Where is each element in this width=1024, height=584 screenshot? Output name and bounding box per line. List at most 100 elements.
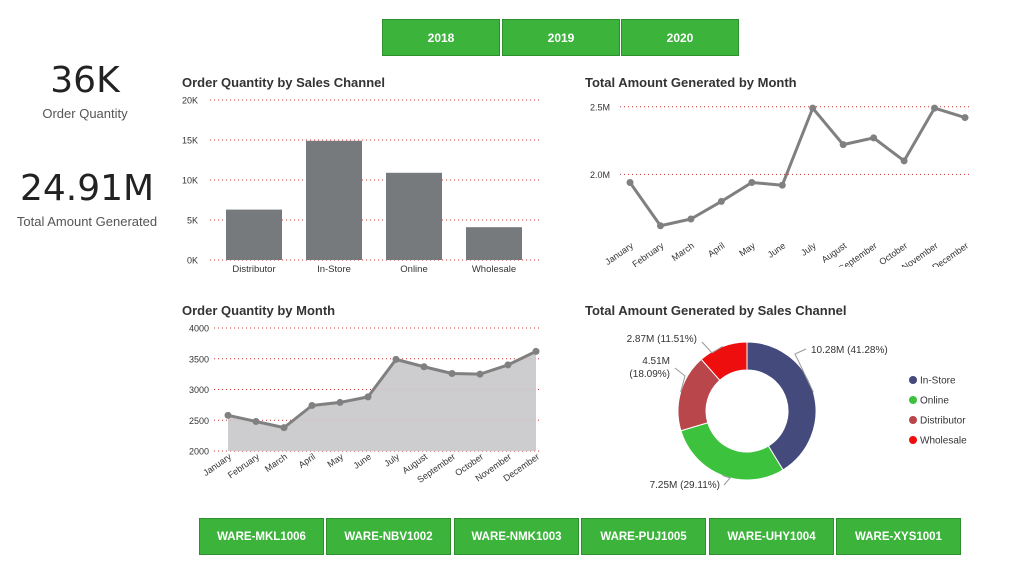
legend-label: Distributor [920, 416, 966, 427]
y-tick-label: 5K [187, 216, 198, 226]
data-point [626, 178, 634, 186]
data-point [336, 398, 344, 406]
donut-slice [680, 422, 784, 481]
data-point [900, 157, 908, 165]
donut-slice [700, 341, 748, 381]
bar-chart-order-qty-by-channel: 0K 5K 10K 15K 20K Distributor In-Store Online Wh… [182, 96, 540, 275]
y-tick-label: 0K [187, 256, 198, 266]
warehouse-button[interactable]: WARE-NBV1002 [326, 518, 451, 555]
warehouse-button[interactable]: WARE-UHY1004 [709, 518, 834, 555]
legend-marker [909, 416, 917, 424]
bar [226, 209, 282, 260]
x-tick-label: In-Store [317, 264, 351, 275]
legend-label: Online [920, 396, 949, 407]
data-label: 4.51M [642, 356, 670, 367]
series-line [628, 106, 966, 228]
data-point [656, 222, 664, 230]
leader-line [722, 474, 731, 486]
chart-title-area: Order Quantity by Month [182, 303, 336, 318]
x-tick-label: Distributor [232, 264, 275, 275]
year-2020-button[interactable]: 2020 [621, 19, 739, 56]
data-label: 2.87M (11.51%) [627, 334, 697, 345]
x-tick-label: March [263, 451, 289, 474]
legend-marker [909, 376, 917, 384]
x-tick-label: Wholesale [472, 264, 516, 275]
y-tick-label: 3000 [189, 385, 209, 395]
bar [466, 227, 522, 260]
leader-line [794, 348, 814, 393]
y-tick-label: 20K [182, 96, 198, 106]
y-tick-label: 4000 [189, 324, 209, 334]
x-tick-label: April [297, 451, 317, 470]
bar [306, 140, 362, 260]
x-tick-label: February [226, 451, 262, 480]
series-line [227, 350, 537, 430]
kpi-label: Total Amount Generated [16, 214, 158, 229]
y-tick-label: 2500 [189, 416, 209, 426]
bar [386, 172, 442, 260]
data-point [839, 141, 847, 149]
warehouse-button[interactable]: WARE-PUJ1005 [581, 518, 706, 555]
data-point [224, 411, 232, 419]
warehouse-button[interactable]: WARE-XYS1001 [836, 518, 961, 555]
x-tick-label: May [737, 240, 757, 258]
data-point [504, 361, 512, 369]
data-point [687, 215, 695, 223]
x-tick-label: June [351, 451, 373, 470]
x-tick-label: July [799, 240, 818, 258]
data-point [532, 347, 540, 355]
kpi-value: 24.91M [19, 168, 155, 209]
data-label: (18.09%) [629, 369, 670, 380]
data-point [420, 363, 428, 371]
data-point [308, 401, 316, 409]
data-point [809, 104, 817, 112]
x-tick-label: March [670, 240, 696, 263]
y-tick-label: 2000 [189, 447, 209, 457]
kpi-value: 36K [50, 60, 120, 101]
legend-label: In-Store [920, 376, 956, 387]
data-point [870, 134, 878, 142]
legend-marker [909, 436, 917, 444]
data-point [476, 370, 484, 378]
data-point [252, 417, 260, 425]
chart-title-line: Total Amount Generated by Month [585, 75, 797, 90]
leader-line [674, 367, 686, 393]
leader-line [701, 341, 723, 354]
kpi-label: Order Quantity [42, 106, 128, 121]
data-point [778, 181, 786, 189]
year-2019-button[interactable]: 2019 [502, 19, 620, 56]
data-point [364, 393, 372, 401]
x-tick-label: July [382, 451, 401, 469]
donut-chart-amount-by-channel: 10.28M (41.28%) 7.25M (29.11%) 4.51M (18.09… [627, 334, 968, 491]
chart-title-donut: Total Amount Generated by Sales Channel [585, 303, 847, 318]
data-label: 10.28M (41.28%) [811, 345, 888, 356]
y-tick-label: 2.5M [590, 102, 610, 112]
data-point [717, 197, 725, 205]
data-point [448, 370, 456, 378]
x-tick-label: February [630, 240, 666, 267]
x-tick-label: May [325, 451, 345, 469]
warehouse-button[interactable]: WARE-NMK1003 [454, 518, 579, 555]
data-point [280, 424, 288, 432]
data-point [961, 114, 969, 122]
x-tick-label: Online [400, 264, 427, 275]
y-tick-label: 3500 [189, 354, 209, 364]
legend-label: Wholesale [920, 436, 967, 447]
data-point [931, 104, 939, 112]
data-point [392, 355, 400, 363]
y-tick-label: 10K [182, 176, 198, 186]
area-fill [228, 351, 536, 451]
year-2018-button[interactable]: 2018 [382, 19, 500, 56]
y-tick-label: 15K [182, 136, 198, 146]
chart-title-bar: Order Quantity by Sales Channel [182, 75, 385, 90]
y-tick-label: 2.0M [590, 170, 610, 180]
x-tick-label: June [766, 240, 788, 259]
data-label: 7.25M (29.11%) [650, 480, 720, 491]
warehouse-button[interactable]: WARE-MKL1006 [199, 518, 324, 555]
legend-marker [909, 396, 917, 404]
x-tick-label: April [706, 240, 726, 259]
donut-slice [746, 341, 817, 471]
data-point [748, 178, 756, 186]
